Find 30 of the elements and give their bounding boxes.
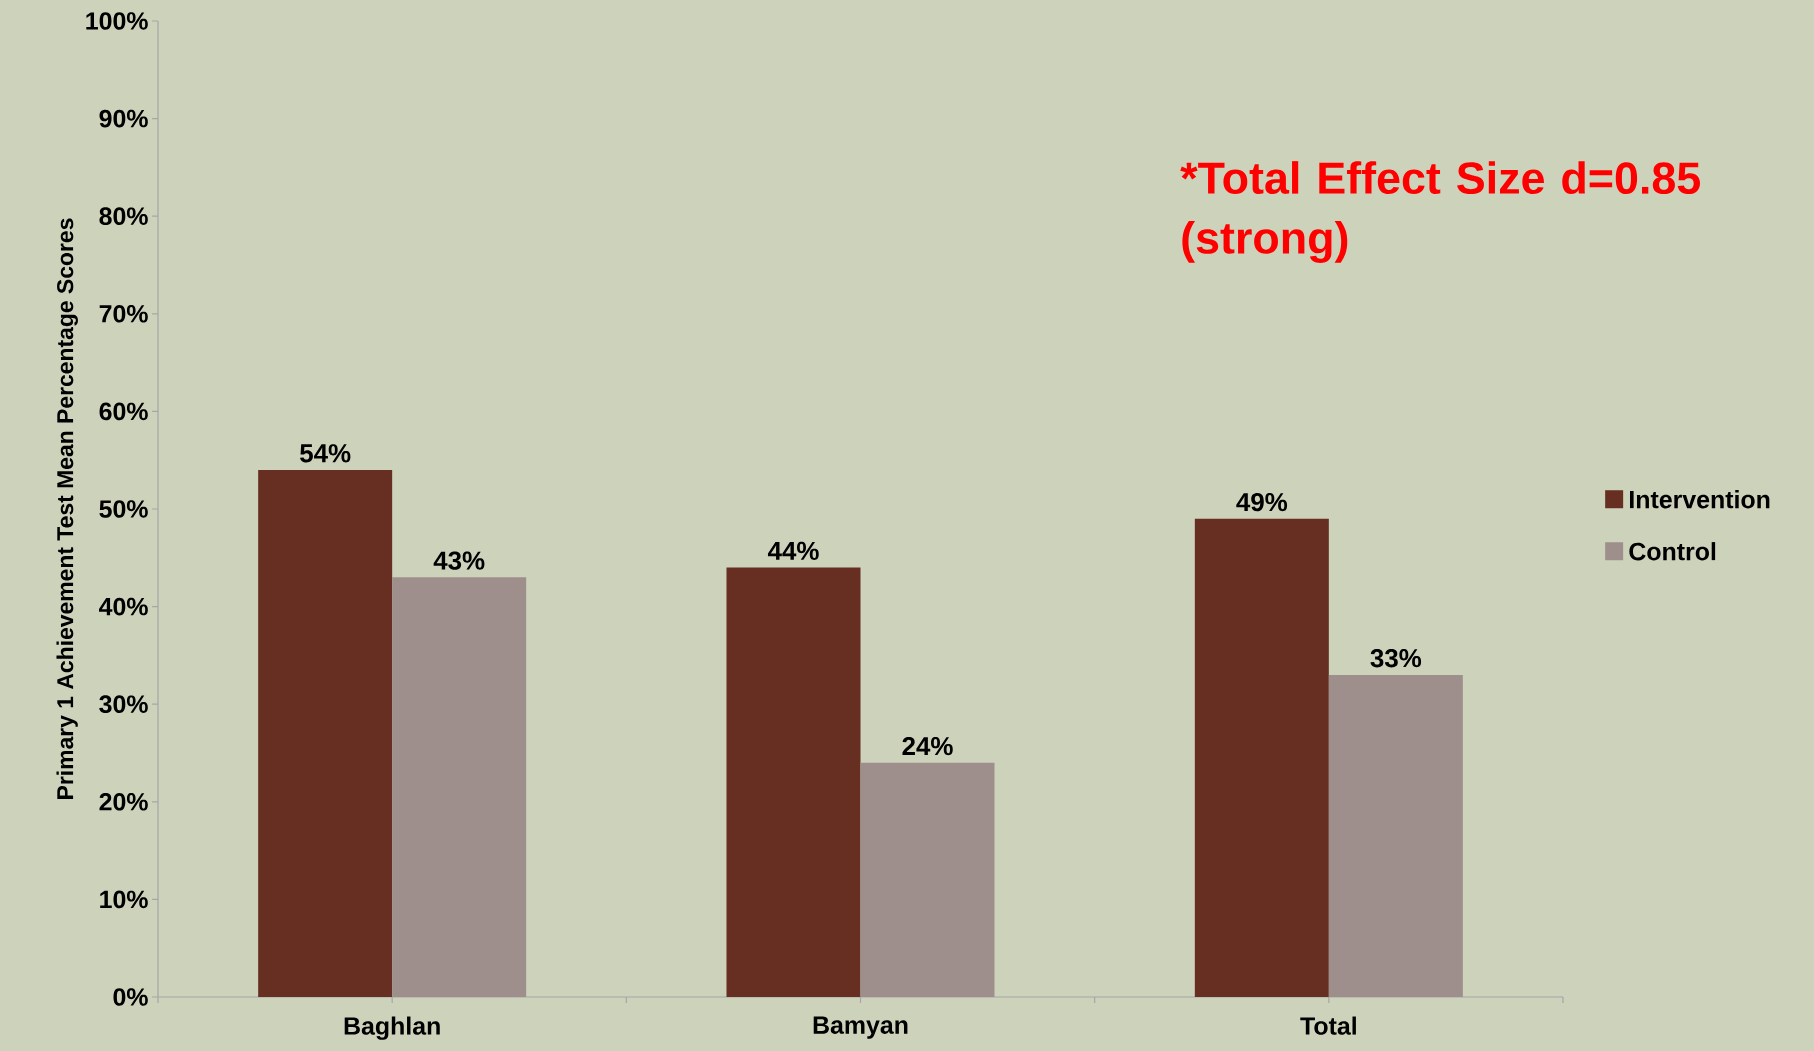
x-tick-label: Bamyan [813, 1016, 908, 1039]
bar [1328, 674, 1463, 997]
y-tick-label: 40% [99, 597, 148, 616]
data-label: 54% [300, 444, 351, 463]
y-tick-label: 100% [86, 12, 148, 30]
x-tick-label: Total [1300, 1016, 1356, 1035]
bar [1194, 518, 1329, 997]
legend-label: Intervention [1630, 490, 1770, 509]
y-axis-title: Primary 1 Achievement Test Mean Percentage Scores [56, 218, 78, 799]
bar [860, 762, 995, 997]
bar [726, 567, 861, 997]
bar [392, 577, 527, 997]
y-tick-label: 50% [99, 500, 148, 518]
y-tick-label: 10% [100, 890, 148, 909]
data-label: 43% [433, 551, 485, 570]
data-label: 24% [902, 736, 953, 756]
y-tick-label: 0% [113, 988, 148, 1006]
annotation: *Total Effect Size d=0.85 (strong) [1180, 161, 1700, 263]
data-label: 44% [767, 541, 819, 561]
y-tick-label: 30% [99, 695, 148, 714]
y-tick-label: 60% [99, 402, 148, 421]
data-label: 49% [1236, 492, 1288, 512]
y-tick-label: 80% [99, 207, 148, 226]
y-tick-label: 90% [99, 109, 148, 128]
legend-label: Control [1629, 542, 1716, 561]
data-label: 33% [1370, 649, 1422, 668]
x-tick-label: Baghlan [344, 1016, 440, 1040]
bar [258, 469, 393, 997]
y-tick-label: 70% [99, 304, 148, 323]
y-tick-label: 20% [99, 792, 148, 811]
